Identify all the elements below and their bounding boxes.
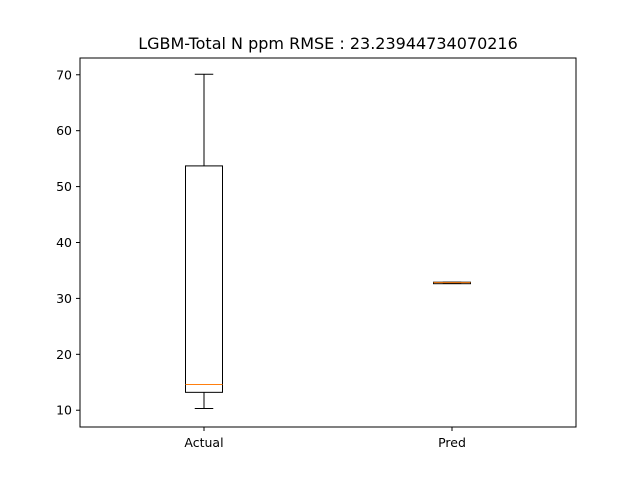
- y-tick-label: 60: [56, 123, 72, 138]
- y-tick-label: 20: [56, 347, 72, 362]
- x-tick-label: Pred: [438, 435, 466, 450]
- chart-title: LGBM-Total N ppm RMSE : 23.2394473407021…: [138, 34, 518, 53]
- box-body: [185, 165, 223, 393]
- y-tick-label: 70: [56, 67, 72, 82]
- axes-frame: [79, 57, 577, 428]
- y-tick-label: 30: [56, 291, 72, 306]
- x-tick-label: Actual: [184, 435, 223, 450]
- y-tick-label: 40: [56, 235, 72, 250]
- plot-area: 10 20 30 40 50 60 70 Actual Pred: [56, 67, 471, 450]
- y-tick-label: 50: [56, 179, 72, 194]
- y-tick-label: 10: [56, 403, 72, 418]
